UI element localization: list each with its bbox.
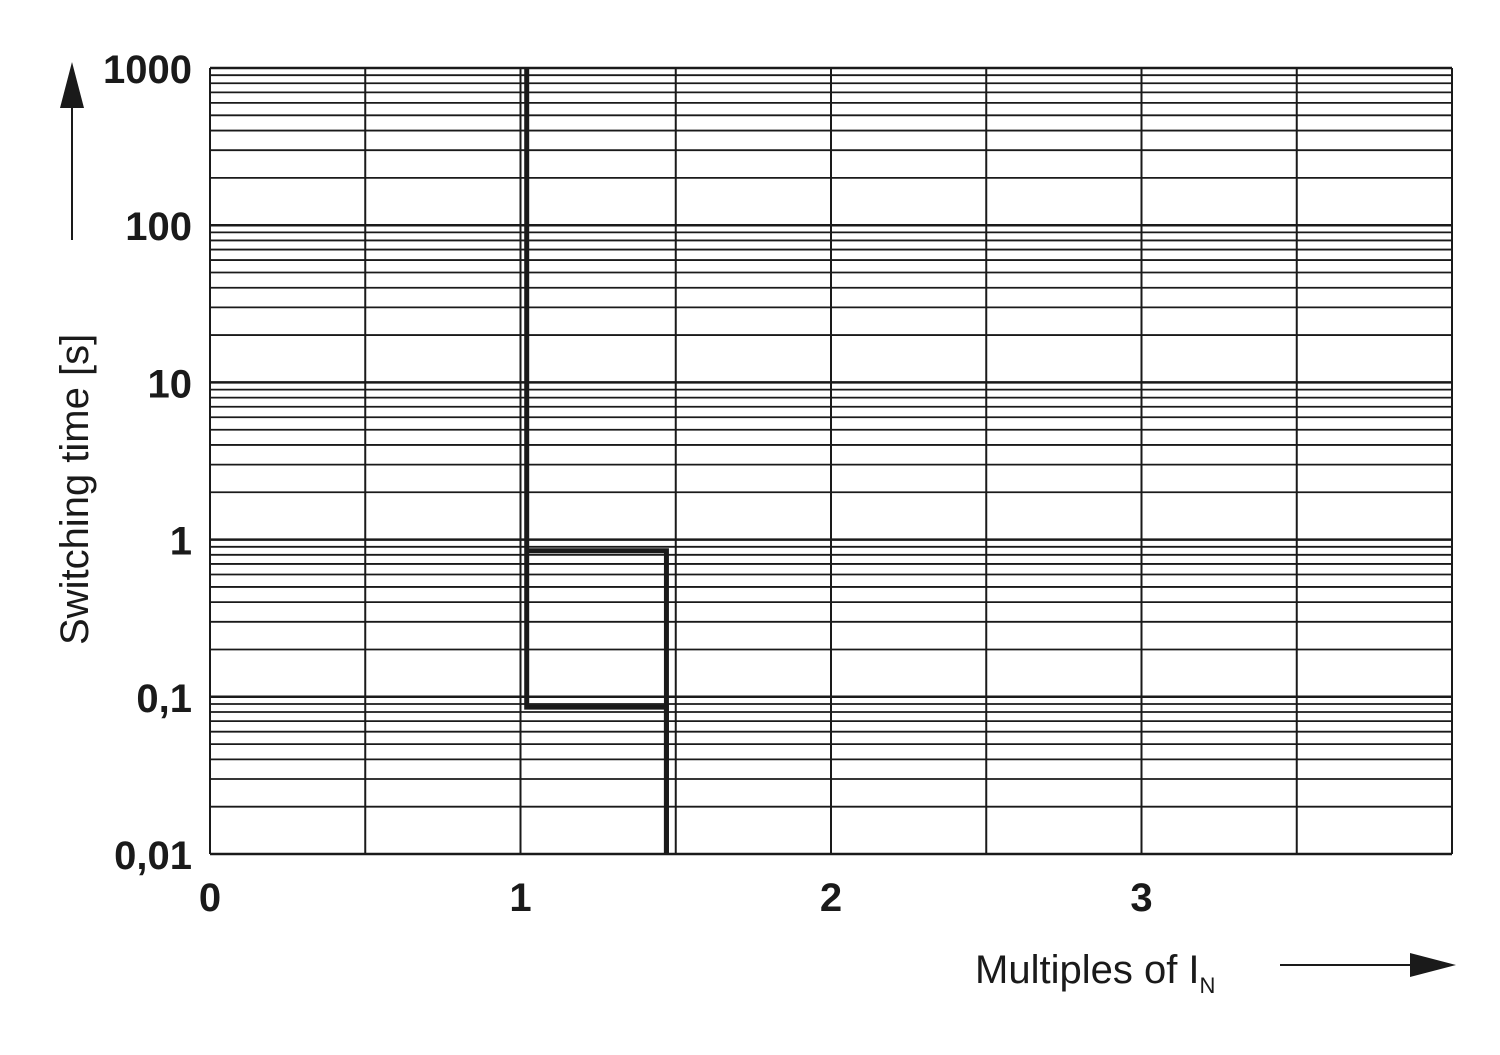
x-tick-label: 2	[820, 876, 842, 920]
series-line-2	[526, 548, 669, 854]
x-axis-arrow-icon	[1410, 953, 1456, 977]
y-tick-label: 1	[170, 520, 192, 564]
x-tick-label: 0	[199, 876, 221, 920]
y-axis-label-group: Switching time [s]	[53, 62, 97, 645]
series-group	[524, 68, 669, 854]
series-line-1	[524, 68, 669, 854]
x-axis-label-group: Multiples of IN	[975, 948, 1456, 998]
x-tick-label: 3	[1130, 876, 1152, 920]
grid	[209, 66, 1453, 856]
y-tick-label: 0,01	[114, 834, 192, 878]
x-axis-label-text: Multiples of I	[975, 948, 1200, 992]
tick-labels: 0 1 2 3 1000 100 10 1 0,1 0,01	[103, 48, 1153, 920]
x-axis-label-subscript: N	[1200, 973, 1216, 998]
y-tick-label: 0,1	[136, 677, 192, 721]
y-axis-arrow-icon	[60, 62, 84, 108]
y-tick-label: 10	[148, 362, 193, 406]
y-tick-label: 100	[125, 205, 192, 249]
y-tick-label: 1000	[103, 48, 192, 92]
x-tick-label: 1	[509, 876, 531, 920]
y-axis-label: Switching time [s]	[53, 334, 97, 645]
x-axis-label: Multiples of IN	[975, 948, 1215, 998]
